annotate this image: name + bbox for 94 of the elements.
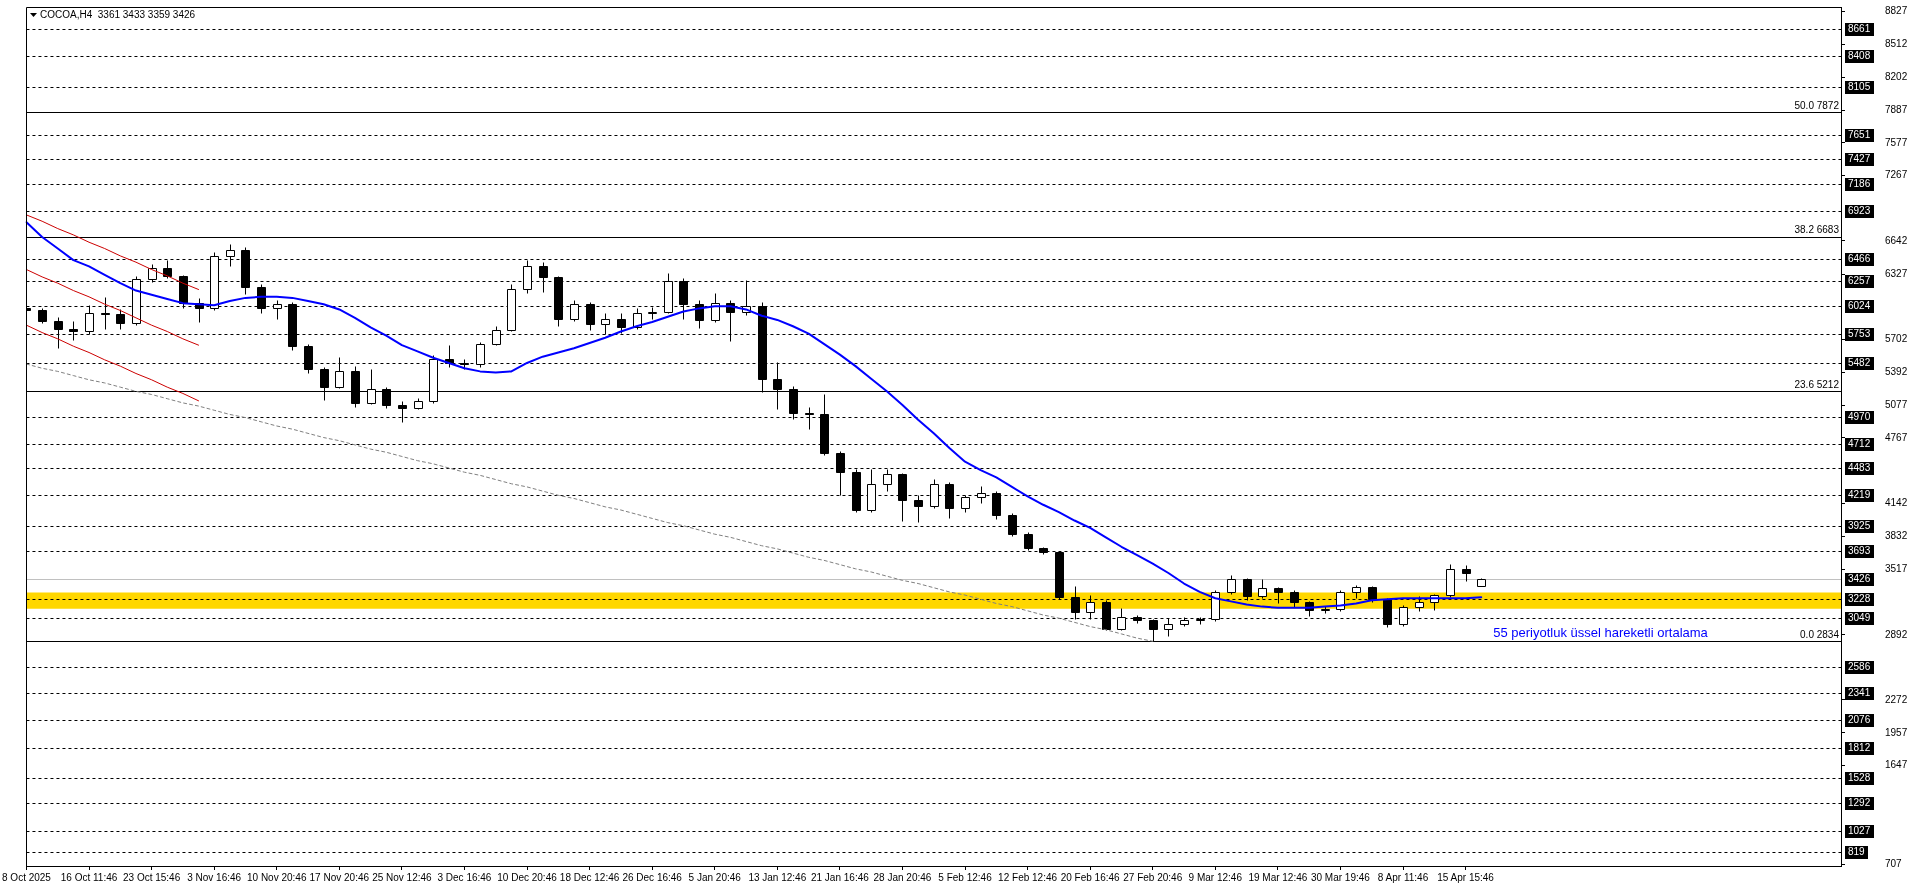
ref-line-label: 2341 xyxy=(1848,687,1871,699)
y-tick-label: 5392 xyxy=(1885,365,1908,377)
x-tick-label: 10 Dec 20:46 xyxy=(497,871,558,883)
candlestick xyxy=(116,309,125,330)
annotation: 38.2 6683 xyxy=(1794,224,1840,236)
y-tick-label: 6327 xyxy=(1885,267,1908,279)
candlestick xyxy=(1227,575,1236,595)
text: 55 periyotluk üssel hareketli ortalama xyxy=(1493,624,1709,640)
x-tick-label: 27 Feb 20:46 xyxy=(1123,871,1183,883)
y-tick-label: 8202 xyxy=(1885,70,1908,82)
ref-line-label: 8661 xyxy=(1848,23,1871,35)
annotation: 50.0 7872 xyxy=(1794,99,1840,111)
ref-line-label: 2586 xyxy=(1848,661,1871,673)
x-tick-label: 17 Nov 20:46 xyxy=(309,871,370,883)
candlestick xyxy=(414,398,423,410)
candlestick xyxy=(1477,578,1486,587)
ref-line-label: 4483 xyxy=(1848,462,1871,474)
ref-line-label: 3925 xyxy=(1848,520,1871,532)
candlestick xyxy=(1446,564,1455,598)
ref-line-label: 3693 xyxy=(1848,545,1871,557)
ref-line-label: 8105 xyxy=(1848,81,1871,93)
x-tick-label: 23 Oct 15:46 xyxy=(122,871,181,883)
x-tick-label: 13 Jan 12:46 xyxy=(748,871,807,883)
x-tick-label: 8 Apr 11:46 xyxy=(1377,871,1429,883)
y-tick-label: 7267 xyxy=(1885,169,1908,181)
x-tick-label: 9 Mar 12:46 xyxy=(1188,871,1243,883)
candlestick xyxy=(992,491,1001,520)
x-tick-label: 20 Feb 16:46 xyxy=(1060,871,1121,883)
candlestick xyxy=(476,342,485,368)
ref-line-label: 7427 xyxy=(1848,153,1871,165)
ref-line-label: 819 xyxy=(1848,846,1866,858)
candlestick xyxy=(1321,606,1330,614)
candlestick xyxy=(1462,565,1471,582)
x-tick-label: 19 Mar 12:46 xyxy=(1248,871,1308,883)
candlestick xyxy=(554,276,563,327)
x-tick-label: 5 Feb 12:46 xyxy=(938,871,993,883)
candlestick xyxy=(38,308,47,324)
y-tick-label: 7887 xyxy=(1885,103,1908,115)
x-tick-label: 5 Jan 20:46 xyxy=(688,871,742,883)
y-tick-label: 2892 xyxy=(1885,628,1908,640)
ref-line-label: 2076 xyxy=(1848,714,1871,726)
ref-line-label: 1027 xyxy=(1848,825,1871,837)
x-tick-label: 8 Oct 2025 xyxy=(2,871,52,883)
y-tick-label: 8512 xyxy=(1885,38,1908,50)
candlestick xyxy=(1352,585,1361,599)
ref-line-label: 4970 xyxy=(1848,411,1871,423)
ref-line-label: 3228 xyxy=(1848,593,1871,605)
x-tick-label: 15 Apr 15:46 xyxy=(1437,871,1495,883)
ref-line-label: 7186 xyxy=(1848,178,1871,190)
annotation: 0.0 2834 xyxy=(1800,628,1840,640)
x-tick-label: 10 Nov 20:46 xyxy=(246,871,307,883)
x-tick-label: 25 Nov 12:46 xyxy=(372,871,433,883)
x-tick-label: 3 Dec 16:46 xyxy=(437,871,492,883)
ref-line-label: 3049 xyxy=(1848,612,1871,624)
x-tick-label: 3 Nov 16:46 xyxy=(187,871,242,883)
y-tick-label: 5702 xyxy=(1885,333,1908,345)
y-tick-label: 707 xyxy=(1885,857,1903,869)
y-tick-label: 3517 xyxy=(1885,562,1908,574)
ref-line-label: 1528 xyxy=(1848,772,1871,784)
y-tick-label: 5077 xyxy=(1885,399,1908,411)
y-tick-label: 3832 xyxy=(1885,529,1908,541)
ref-line-label: 8408 xyxy=(1848,50,1871,62)
ref-line-label: 4712 xyxy=(1848,438,1871,450)
x-tick-label: 18 Dec 12:46 xyxy=(559,871,620,883)
y-tick-label: 1647 xyxy=(1885,759,1908,771)
y-tick-label: 1957 xyxy=(1885,726,1908,738)
y-tick-label: 4767 xyxy=(1885,431,1908,443)
x-tick-label: 16 Oct 11:46 xyxy=(60,871,118,883)
y-tick-label: 7577 xyxy=(1885,136,1908,148)
ref-line-label: 3426 xyxy=(1848,573,1871,585)
line-series xyxy=(25,363,1154,642)
ref-line-label: 7651 xyxy=(1848,129,1871,141)
ref-line-label: 4219 xyxy=(1848,489,1871,501)
ref-line-label: 6923 xyxy=(1848,205,1871,217)
x-tick-label: 26 Dec 16:46 xyxy=(622,871,683,883)
ref-line-label: 6466 xyxy=(1848,253,1871,265)
y-tick-label: 2272 xyxy=(1885,693,1908,705)
ref-line-label: 1812 xyxy=(1848,742,1871,754)
candlestick xyxy=(883,469,892,492)
x-tick-label: 12 Feb 12:46 xyxy=(998,871,1058,883)
ref-line-label: 6257 xyxy=(1848,275,1871,287)
x-tick-label: 30 Mar 19:46 xyxy=(1310,871,1371,883)
x-tick-label: 21 Jan 16:46 xyxy=(810,871,870,883)
chart-title: COCOA,H4 3361 3433 3359 3426 xyxy=(40,9,196,21)
ref-line-label: 6024 xyxy=(1848,300,1871,312)
ref-line-label: 5753 xyxy=(1848,328,1871,340)
y-tick-label: 4142 xyxy=(1885,497,1908,509)
y-tick-label: 6642 xyxy=(1885,234,1908,246)
ref-line-label: 1292 xyxy=(1848,797,1871,809)
y-tick-label: 8827 xyxy=(1885,5,1908,17)
ref-line-label: 5482 xyxy=(1848,357,1871,369)
candlestick xyxy=(914,495,923,523)
annotation: 23.6 5212 xyxy=(1794,378,1840,390)
x-tick-label: 28 Jan 20:46 xyxy=(873,871,932,883)
